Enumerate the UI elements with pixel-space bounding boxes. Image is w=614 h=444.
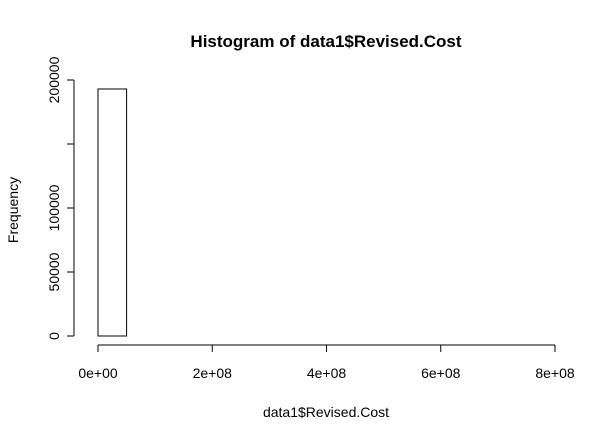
histogram-bar-0 [97,88,128,337]
x-axis-label: data1$Revised.Cost [263,404,389,420]
y-tick-label-4: 200000 [46,56,62,103]
histogram-bars [97,88,128,337]
x-tick-label-0: 0e+00 [78,365,118,381]
x-axis: 0e+00 2e+08 4e+08 6e+08 8e+08 [78,344,575,381]
y-axis: 0 50000 100000 200000 [46,56,75,340]
y-tick-label-1: 50000 [46,252,62,291]
x-tick-label-2: 4e+08 [307,365,347,381]
y-tick-label-0: 0 [46,332,62,340]
y-axis-label: Frequency [5,177,21,243]
chart-title: Histogram of data1$Revised.Cost [190,32,461,51]
x-tick-label-3: 6e+08 [421,365,461,381]
x-tick-label-1: 2e+08 [193,365,233,381]
y-tick-label-2: 100000 [46,184,62,231]
x-tick-label-4: 8e+08 [535,365,575,381]
